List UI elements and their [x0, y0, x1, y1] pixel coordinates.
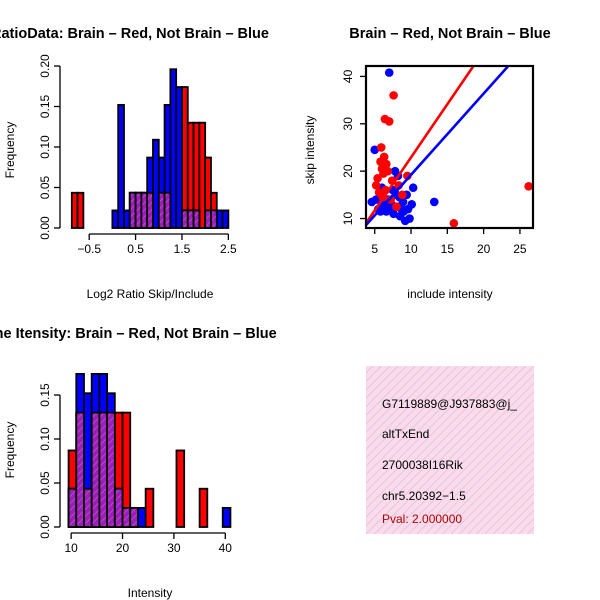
- scatter-point-not-brain: [384, 68, 394, 77]
- scatter-point-brain: [371, 181, 381, 190]
- scatter-x-tick-label: 25: [513, 242, 527, 256]
- histogram-bar-overlap: [163, 191, 172, 229]
- scatter-point-brain: [383, 166, 393, 176]
- histogram-y-tick-label: 0.20: [38, 54, 52, 78]
- intensity-histogram-title: Gene Itensity: Brain – Red, Not Brain – …: [0, 326, 277, 342]
- histogram-bar-overlap: [146, 191, 154, 229]
- scatter-point-brain: [392, 202, 401, 211]
- histogram-bar-overlap: [121, 507, 132, 528]
- scatter-title: Brain – Red, Not Brain – Blue: [349, 26, 550, 42]
- histogram-y-tick-label: 0.00: [38, 216, 52, 240]
- info-panel: G7119889@J937883@j_ altTxEnd 2700038I16R…: [366, 366, 534, 534]
- histogram-y-tick-label: 0.15: [38, 94, 52, 118]
- histogram-y-tick-label: 0.05: [38, 471, 52, 495]
- info-box-background: [366, 366, 534, 534]
- histogram-y-tick-label: 0.10: [38, 135, 52, 159]
- ratio-histogram-plot: 0.00 0.05 0.10 0.15 0.20 −0.5 0.5 1.5 2.5: [38, 54, 237, 256]
- scatter-ylabel: skip intensity: [303, 116, 317, 185]
- histogram-x-tick-label: 20: [116, 541, 130, 555]
- histogram-bar-overlap: [67, 487, 78, 528]
- histogram-bar-overlap: [129, 507, 139, 528]
- intensity-histogram-ylabel: Frequency: [3, 422, 17, 479]
- scatter-point-brain: [524, 182, 533, 191]
- histogram-x-tick-label: −0.5: [77, 242, 101, 256]
- scatter-x-tick-label: 10: [404, 242, 418, 256]
- histogram-bar-not-brain: [175, 86, 183, 229]
- scatter-point-not-brain: [370, 145, 380, 155]
- info-event-type: altTxEnd: [382, 427, 429, 441]
- scatter-point-not-brain: [371, 195, 381, 204]
- scatter-point-brain: [449, 218, 459, 228]
- histogram-y-tick-label: 0.15: [38, 383, 52, 407]
- scatter-point-not-brain: [389, 209, 398, 219]
- scatter-point-brain: [373, 173, 382, 183]
- ratio-histogram-ylabel: Frequency: [3, 122, 17, 179]
- ratio-histogram-panel: RatioData: Brain – Red, Not Brain – Blue…: [0, 26, 269, 301]
- histogram-bar-overlap: [98, 411, 109, 528]
- histogram-bar-not-brain: [221, 507, 232, 528]
- info-event-id: G7119889@J937883@j_: [382, 397, 517, 411]
- intensity-histogram-xlabel: Intensity: [128, 586, 173, 600]
- scatter-point-brain: [398, 190, 407, 200]
- scatter-point-not-brain: [429, 197, 439, 207]
- info-pval: Pval: 2.000000: [382, 512, 462, 526]
- ratio-histogram-title: RatioData: Brain – Red, Not Brain – Blue: [0, 26, 269, 42]
- scatter-point-not-brain: [398, 197, 408, 207]
- intensity-histogram-panel: Gene Itensity: Brain – Red, Not Brain – …: [0, 326, 277, 600]
- intensity-histogram-plot: 0.00 0.05 0.10 0.15 10 20 30 40: [38, 372, 233, 555]
- histogram-x-tick-label: 2.5: [220, 242, 237, 256]
- histogram-bar-not-brain: [221, 209, 230, 229]
- scatter-x-tick-label: 15: [441, 242, 455, 256]
- scatter-point-brain: [384, 117, 394, 126]
- histogram-bar-overlap: [75, 411, 85, 528]
- histogram-bar-brain: [198, 487, 209, 528]
- histogram-bar-overlap: [113, 487, 124, 528]
- info-gene: 2700038I16Rik: [382, 458, 464, 472]
- histogram-bar-brain: [144, 487, 155, 528]
- histogram-bar-not-brain: [117, 103, 125, 229]
- scatter-y-tick-label: 20: [341, 164, 355, 178]
- histogram-bar-brain: [175, 449, 186, 528]
- histogram-x-tick-label: 10: [64, 541, 78, 555]
- scatter-xlabel: include intensity: [407, 287, 492, 301]
- fit-line-not-brain: [365, 65, 510, 227]
- scatter-y-tick-label: 10: [341, 212, 355, 226]
- fit-line-brain: [364, 65, 475, 224]
- histogram-bar-overlap: [192, 209, 201, 229]
- histogram-x-tick-label: 30: [167, 541, 181, 555]
- scatter-y-tick-label: 40: [341, 69, 355, 83]
- histogram-bar-overlap: [210, 209, 218, 229]
- histogram-y-tick-label: 0.10: [38, 427, 52, 451]
- scatter-x-tick-label: 5: [371, 242, 378, 256]
- scatter-x-tick-label: 20: [477, 242, 491, 256]
- histogram-x-tick-label: 40: [219, 541, 233, 555]
- histogram-y-tick-label: 0.00: [38, 515, 52, 539]
- scatter-y-tick-label: 30: [341, 117, 355, 131]
- histogram-bar-overlap: [90, 411, 101, 528]
- histogram-bar-not-brain: [137, 507, 147, 528]
- scatter-plot: 5 10 15 20 25 10 20 30 40: [341, 64, 535, 256]
- histogram-bar-brain: [76, 191, 85, 229]
- histogram-bar-overlap: [106, 411, 116, 528]
- info-location: chr5.20392−1.5: [382, 489, 466, 503]
- histogram-x-tick-label: 1.5: [174, 242, 191, 256]
- ratio-histogram-xlabel: Log2 Ratio Skip/Include: [87, 287, 214, 301]
- scatter-point-brain: [382, 159, 391, 169]
- scatter-point-brain: [379, 152, 389, 162]
- scatter-point-not-brain: [407, 200, 417, 209]
- histogram-y-tick-label: 0.05: [38, 175, 52, 199]
- histogram-bar-overlap: [83, 487, 93, 528]
- scatter-point-not-brain: [405, 214, 414, 223]
- histogram-x-tick-label: 0.5: [127, 242, 144, 256]
- scatter-point-brain: [376, 143, 386, 152]
- scatter-point-brain: [389, 91, 398, 100]
- scatter-panel: Brain – Red, Not Brain – Blue 5 10 15 20 25 1…: [303, 26, 551, 301]
- scatter-plot-box: [364, 64, 535, 230]
- scatter-point-not-brain: [408, 183, 418, 193]
